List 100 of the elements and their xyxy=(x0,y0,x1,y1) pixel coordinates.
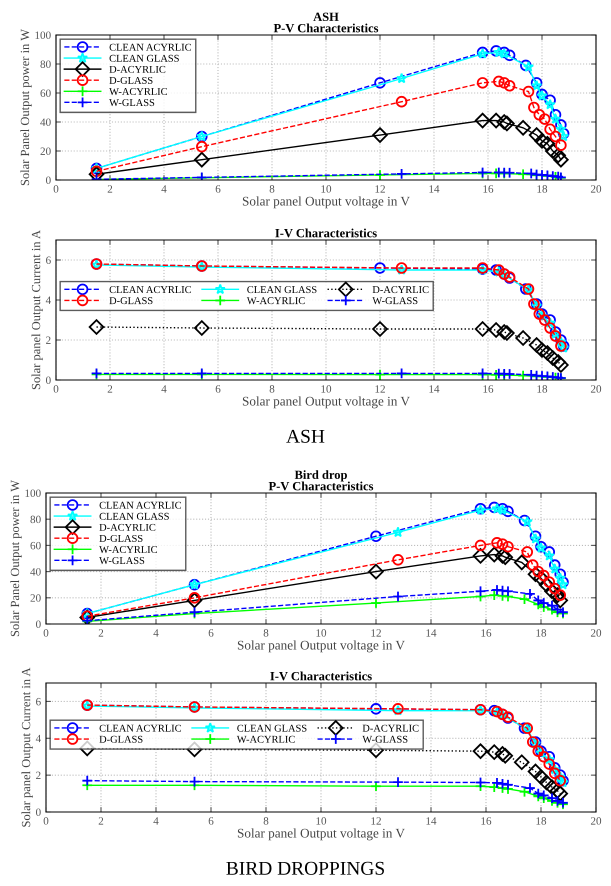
x-tick-label: 10 xyxy=(321,185,332,193)
y-tick-label: 0 xyxy=(36,620,41,628)
x-tick-label: 20 xyxy=(590,629,602,637)
x-tick-label: 2 xyxy=(108,185,112,193)
legend-label: D-ACYRLIC xyxy=(109,66,166,73)
legend-label: D-GLASS xyxy=(99,534,142,542)
legend-label: CLEAN ACYRLIC xyxy=(100,502,182,509)
legend-label: CLEAN GLASS xyxy=(110,54,179,62)
x-tick-label: 16 xyxy=(483,185,494,193)
x-tick-label: 18 xyxy=(536,817,546,825)
y-tick-label: 0 xyxy=(46,376,51,384)
legend-label: D-ACYRLIC xyxy=(372,286,428,294)
x-tick-label: 8 xyxy=(270,385,274,393)
legend-label: W-ACYRLIC xyxy=(236,736,295,743)
y-tick-label: 6 xyxy=(36,698,41,706)
y-tick-label: 100 xyxy=(25,489,41,497)
y-tick-label: 6 xyxy=(46,256,51,264)
y-axis-title: Solar Panel Output power in W xyxy=(20,29,32,186)
chart-title: ASH xyxy=(313,12,339,22)
text: BIRD DROPPINGS xyxy=(226,862,384,875)
x-tick-label: 2 xyxy=(98,817,104,825)
x-tick-label: 6 xyxy=(208,629,214,637)
x-axis-title: Solar panel Output voltage in V xyxy=(242,196,410,208)
x-tick-label: 18 xyxy=(536,629,546,637)
legend-label: W-GLASS xyxy=(99,557,144,564)
x-tick-label: 0 xyxy=(54,385,58,393)
x-tick-label: 2 xyxy=(108,385,112,393)
x-tick-label: 16 xyxy=(481,817,492,825)
y-tick-label: 20 xyxy=(30,594,41,602)
x-axis-title: Solar panel Output voltage in V xyxy=(238,828,405,840)
legend-label: CLEAN GLASS xyxy=(237,724,306,732)
legend-label: CLEAN ACYRLIC xyxy=(100,724,182,732)
x-tick-label: 6 xyxy=(208,817,214,825)
y-tick-label: 20 xyxy=(40,147,51,155)
x-tick-label: 10 xyxy=(321,385,332,393)
y-axis-title: Solar Panel Output power in W xyxy=(10,480,22,636)
x-tick-label: 4 xyxy=(153,629,159,637)
x-tick-label: 4 xyxy=(161,385,167,393)
x-tick-label: 8 xyxy=(264,817,268,825)
x-tick-label: 0 xyxy=(54,185,58,193)
legend-label: D-GLASS xyxy=(109,297,152,304)
y-tick-label: 60 xyxy=(40,89,51,97)
legend-label: W-ACYRLIC xyxy=(99,546,157,554)
y-tick-label: 100 xyxy=(35,31,51,39)
legend-label: W-GLASS xyxy=(109,99,154,106)
x-axis-title: Solar panel Output voltage in V xyxy=(238,640,405,652)
y-tick-label: 80 xyxy=(30,516,41,524)
x-tick-label: 12 xyxy=(375,185,385,193)
x-tick-label: 16 xyxy=(483,385,494,393)
x-tick-label: 2 xyxy=(98,629,104,637)
x-tick-label: 10 xyxy=(316,629,326,637)
x-tick-label: 14 xyxy=(426,817,436,825)
legend-label: CLEAN ACYRLIC xyxy=(110,286,192,294)
chart-title: I-V Characteristics xyxy=(270,672,372,680)
y-tick-label: 60 xyxy=(30,542,41,550)
legend-label: CLEAN GLASS xyxy=(247,286,316,294)
text: ASH xyxy=(286,430,324,443)
y-tick-label: 2 xyxy=(36,772,41,779)
legend-label: D-GLASS xyxy=(99,736,142,743)
x-tick-label: 14 xyxy=(426,629,436,637)
y-tick-label: 4 xyxy=(36,734,41,742)
y-tick-label: 0 xyxy=(36,808,41,816)
x-tick-label: 6 xyxy=(216,385,220,393)
legend-label: W-ACYRLIC xyxy=(109,88,167,96)
x-tick-label: 8 xyxy=(264,629,268,637)
x-tick-label: 12 xyxy=(371,817,381,825)
x-tick-label: 20 xyxy=(590,385,602,393)
legend-label: D-ACYRLIC xyxy=(99,524,156,531)
y-tick-label: 0 xyxy=(46,176,51,184)
x-tick-label: 8 xyxy=(270,185,274,193)
x-tick-label: 4 xyxy=(161,185,167,193)
chart-title: I-V Characteristics xyxy=(275,228,377,238)
legend-label: CLEAN ACYRLIC xyxy=(110,44,192,51)
legend-label: W-ACYRLIC xyxy=(246,297,305,304)
x-axis-title: Solar panel Output voltage in V xyxy=(242,396,410,408)
y-tick-label: 80 xyxy=(40,60,51,68)
x-tick-label: 10 xyxy=(316,817,326,825)
x-tick-label: 20 xyxy=(590,817,602,825)
y-axis-title: Solar panel Output Current in A xyxy=(21,668,33,827)
x-tick-label: 14 xyxy=(429,385,440,393)
y-tick-label: 40 xyxy=(30,568,41,576)
x-tick-label: 6 xyxy=(216,185,220,193)
chart-subtitle: P-V Characteristics xyxy=(274,24,378,32)
x-tick-label: 18 xyxy=(537,385,548,393)
x-tick-label: 12 xyxy=(371,629,381,637)
legend-label: D-GLASS xyxy=(109,76,152,84)
x-tick-label: 20 xyxy=(590,185,602,193)
legend-label: W-GLASS xyxy=(362,736,408,743)
x-tick-label: 18 xyxy=(537,185,548,193)
legend-label: CLEAN GLASS xyxy=(100,512,169,520)
x-tick-label: 12 xyxy=(375,385,385,393)
chart-subtitle: P-V Characteristics xyxy=(268,482,374,490)
x-tick-label: 16 xyxy=(481,629,492,637)
y-tick-label: 4 xyxy=(46,296,51,304)
chart-title: Bird drop xyxy=(294,470,347,482)
x-tick-label: 14 xyxy=(429,185,440,193)
y-tick-label: 2 xyxy=(46,336,51,344)
x-tick-label: 4 xyxy=(153,817,159,825)
legend-label: W-GLASS xyxy=(372,297,418,304)
y-tick-label: 40 xyxy=(40,118,51,126)
